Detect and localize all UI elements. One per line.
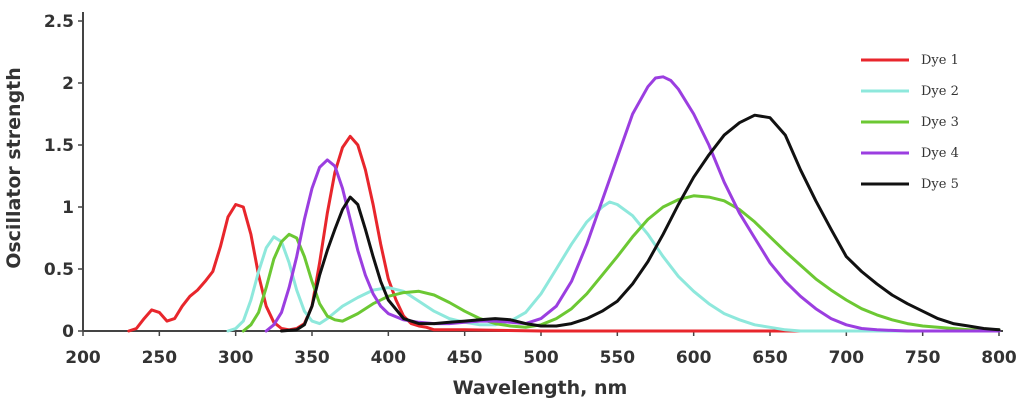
y-tick-label: 0.5: [44, 260, 74, 280]
legend-label-dye-2: Dye 2: [921, 84, 959, 99]
series-lines: [127, 75, 1001, 333]
x-axis-ticks: 200 250 300 350 400 450 500 550 600 650 700 750 800: [65, 331, 1017, 368]
y-tick-label: 1: [62, 198, 74, 218]
series-line-dye-1: [127, 134, 1001, 333]
y-tick-label: 1.5: [44, 136, 74, 156]
legend-label-dye-5: Dye 5: [921, 177, 959, 192]
y-axis-title: Oscillator strength: [3, 67, 25, 269]
x-tick-label: 250: [142, 348, 178, 368]
legend-label-dye-1: Dye 1: [921, 53, 959, 68]
legend-label-dye-4: Dye 4: [921, 146, 959, 161]
x-tick-label: 400: [371, 348, 407, 368]
series-line-dye-3: [241, 194, 1001, 333]
y-tick-label: 2.5: [44, 12, 74, 32]
x-axis-title: Wavelength, nm: [453, 377, 628, 399]
series-line-dye-5: [280, 113, 1001, 333]
x-tick-label: 750: [905, 348, 941, 368]
y-tick-label: 2: [62, 74, 74, 94]
x-tick-label: 350: [294, 348, 330, 368]
x-tick-label: 300: [218, 348, 254, 368]
y-tick-label: 0: [62, 322, 74, 342]
x-tick-label: 600: [676, 348, 712, 368]
x-tick-label: 500: [523, 348, 559, 368]
x-tick-label: 450: [447, 348, 483, 368]
x-tick-label: 800: [981, 348, 1017, 368]
x-tick-label: 650: [752, 348, 788, 368]
series-line-dye-4: [264, 75, 1001, 333]
legend-label-dye-3: Dye 3: [921, 115, 959, 130]
x-tick-label: 700: [829, 348, 865, 368]
x-tick-label: 200: [65, 348, 101, 368]
series-line-dye-2: [226, 200, 1001, 333]
y-axis-ticks: 0 0.5 1 1.5 2 2.5: [44, 12, 83, 342]
legend: Dye 1 Dye 2 Dye 3 Dye 4 Dye 5: [861, 53, 959, 192]
x-tick-label: 550: [600, 348, 636, 368]
